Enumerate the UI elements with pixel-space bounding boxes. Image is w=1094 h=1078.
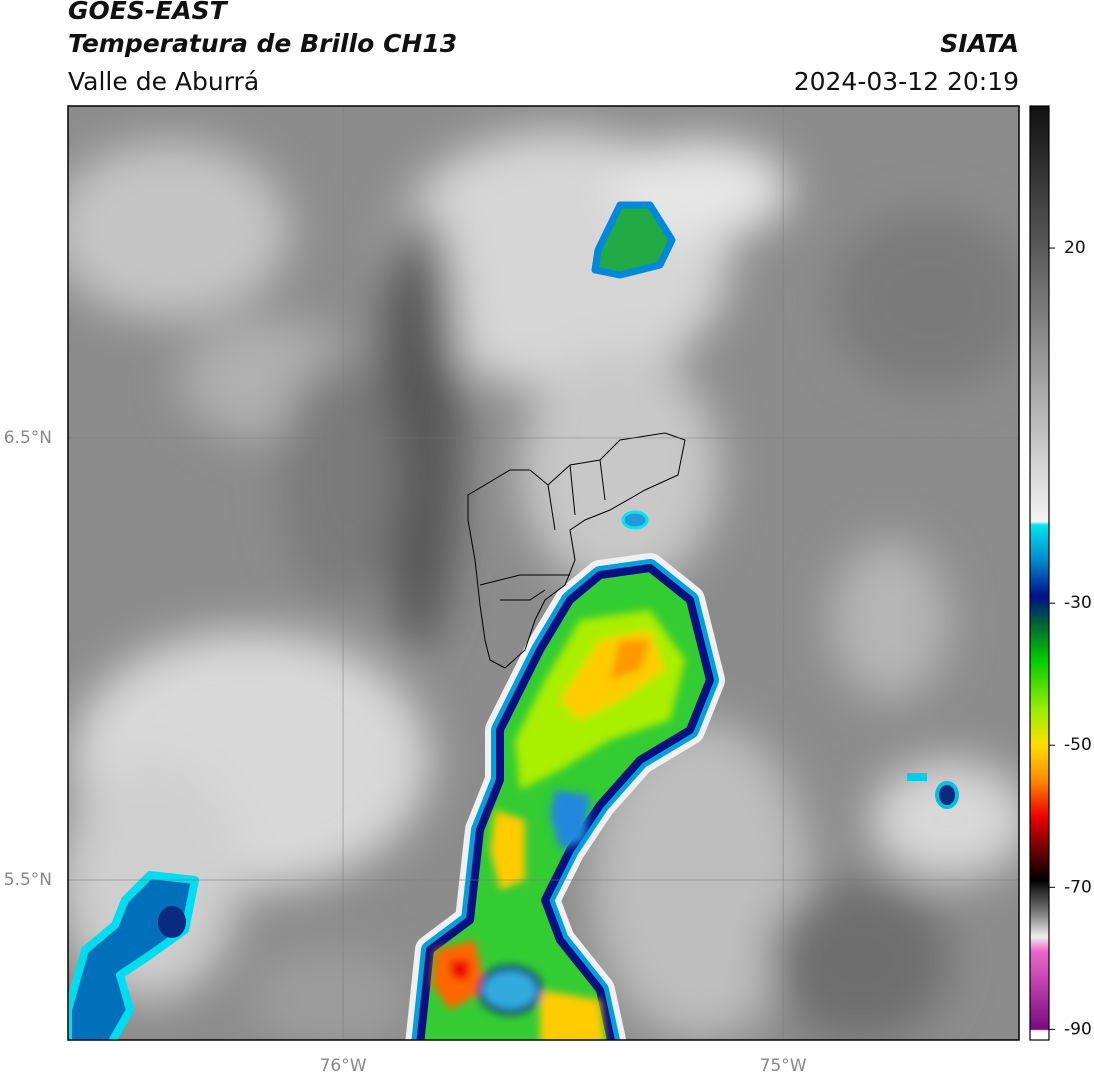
y-tick-label: 5.5°N — [4, 870, 52, 890]
region: Valle de Aburrá — [68, 67, 259, 96]
satellite-image — [68, 106, 1019, 1040]
subtitle: Temperatura de Brillo CH13 — [68, 29, 457, 58]
colorbar-tick-label: -90 — [1064, 1019, 1092, 1039]
x-tick-label: 76°W — [320, 1056, 367, 1076]
datetime: 2024-03-12 20:19 — [794, 67, 1019, 96]
colorbar-tick-label: -50 — [1064, 735, 1092, 755]
x-tick-label: 75°W — [760, 1056, 807, 1076]
colorbar — [1029, 105, 1050, 1041]
colorbar-tick-label: -70 — [1064, 877, 1092, 897]
title: GOES-EAST — [68, 0, 229, 25]
colorbar-tick-label: 20 — [1064, 238, 1086, 258]
map-frame — [67, 105, 1020, 1041]
municipal-boundaries — [467, 432, 686, 669]
source: SIATA — [940, 29, 1019, 58]
colorbar-tick-label: -30 — [1064, 593, 1092, 613]
y-tick-label: 6.5°N — [4, 428, 52, 448]
cloud-cells — [68, 201, 959, 1040]
